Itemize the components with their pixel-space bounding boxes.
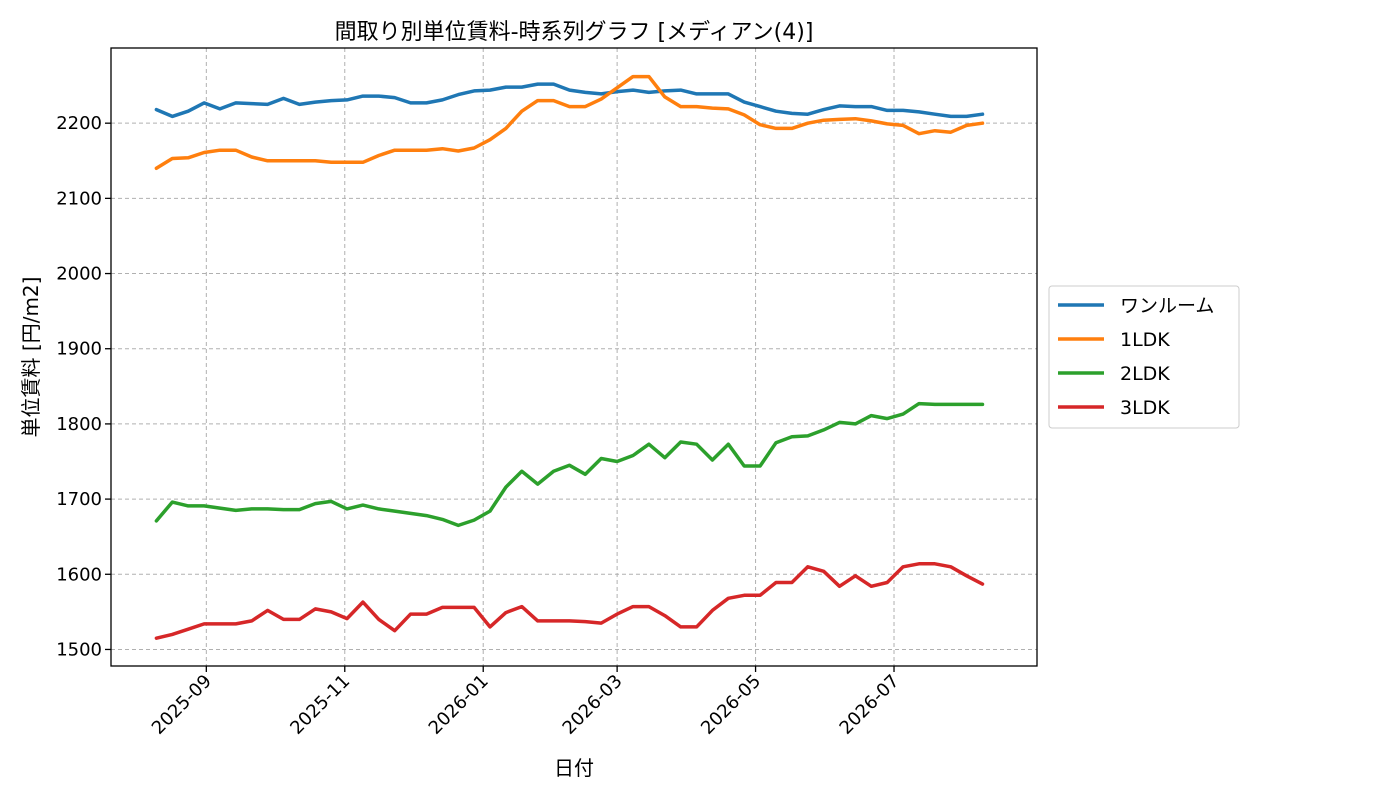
series-line-2 <box>154 401 985 528</box>
x-tick-label: 2026-07 <box>836 671 904 739</box>
legend-label: 2LDK <box>1120 363 1170 385</box>
legend-label: 1LDK <box>1120 329 1170 351</box>
series-lines <box>154 74 985 640</box>
x-tick-label: 2026-01 <box>425 671 493 739</box>
series-line-0 <box>154 82 985 119</box>
y-tick-label: 1500 <box>56 639 102 660</box>
y-axis-label: 単位賃料 [円/m2] <box>19 277 43 438</box>
y-tick-label: 1800 <box>56 414 102 435</box>
y-axis-ticks: 1500 1600 1700 1800 1900 2000 2100 2200 <box>56 113 111 660</box>
x-tick-label: 2026-03 <box>559 671 627 739</box>
y-tick-label: 1700 <box>56 489 102 510</box>
chart-title: 間取り別単位賃料-時系列グラフ [メディアン(4)] <box>335 20 814 45</box>
x-tick-label: 2025-11 <box>286 671 354 739</box>
x-axis-label: 日付 <box>554 756 594 780</box>
legend-label: 3LDK <box>1120 397 1170 419</box>
legend: ワンルーム 1LDK 2LDK 3LDK <box>1048 285 1240 429</box>
legend-frame <box>1048 285 1240 429</box>
y-tick-label: 1600 <box>56 564 102 585</box>
y-tick-label: 2100 <box>56 188 102 209</box>
x-tick-label: 2026-05 <box>697 671 765 739</box>
grid-lines <box>111 48 1037 666</box>
y-tick-label: 1900 <box>56 339 102 360</box>
series-line-3 <box>154 562 985 640</box>
y-tick-label: 2200 <box>56 113 102 134</box>
legend-label: ワンルーム <box>1120 295 1214 317</box>
x-axis-ticks: 2025-09 2025-11 2026-01 2026-03 2026-05 2026-… <box>148 666 904 739</box>
plot-area-frame <box>110 47 1038 667</box>
series-line-1 <box>154 74 985 171</box>
x-tick-label: 2025-09 <box>148 671 216 739</box>
y-tick-label: 2000 <box>56 264 102 285</box>
